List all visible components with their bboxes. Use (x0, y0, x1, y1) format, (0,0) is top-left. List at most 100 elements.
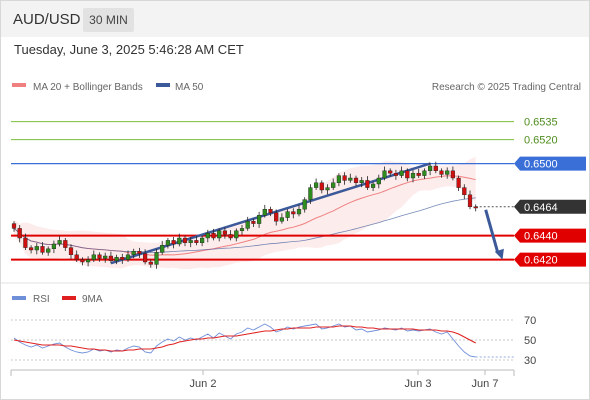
candle-body-20 (125, 254, 131, 260)
candle-body-3 (29, 247, 34, 251)
candle-body-50 (296, 208, 302, 215)
candlesticks (11, 161, 478, 269)
candle-body-8 (57, 240, 62, 245)
rsi-legend: RSI 9MA (12, 294, 103, 305)
candle-body-66 (388, 170, 393, 174)
level-tag-text-2: 0.6500 (524, 159, 558, 171)
candle-body-2 (23, 237, 28, 248)
level-tag-text-5: 0.6420 (524, 255, 558, 267)
candle-body-12 (80, 259, 85, 263)
candle-body-59 (348, 177, 353, 181)
candle-body-40 (239, 228, 245, 231)
candle-body-61 (359, 180, 364, 183)
ma20-swatch (12, 83, 26, 87)
ma20-legend-label: MA 20 + Bollinger Bands (33, 82, 143, 93)
candle-body-65 (382, 170, 387, 179)
candle-body-73 (428, 165, 433, 172)
level-tag-4 (514, 228, 586, 243)
candle-body-53 (314, 182, 319, 188)
ma50-line (13, 197, 476, 253)
candle-body-27 (165, 240, 170, 246)
candle-body-58 (342, 175, 347, 181)
candle-body-60 (353, 177, 359, 184)
candle-body-15 (97, 254, 102, 259)
candle-body-79 (462, 187, 467, 196)
candle-body-75 (439, 170, 444, 175)
x-tick-label-2: Jun 7 (472, 378, 499, 390)
rsi-tick-label-2: 30 (524, 355, 536, 367)
candle-body-37 (222, 230, 227, 235)
candle-body-7 (51, 243, 56, 250)
candle-body-13 (85, 259, 91, 263)
candle-body-47 (279, 217, 284, 222)
candle-body-57 (336, 175, 341, 184)
forecast-arrow-head (494, 248, 504, 260)
symbol-label: AUD/USD (13, 11, 81, 28)
candle-body-31 (188, 240, 193, 243)
level-tags: 0.6535 0.6520 0.6500 0.6464 0.6440 0.6420 (514, 117, 586, 267)
candle-body-80 (467, 194, 473, 208)
ma50-swatch (156, 83, 170, 87)
candle-body-51 (302, 199, 307, 210)
research-credit: Research © 2025 Trading Central (432, 82, 581, 93)
candle-body-18 (114, 257, 119, 262)
candle-body-68 (399, 170, 404, 176)
candle-body-78 (456, 177, 461, 188)
rsi-ma-legend-label: 9MA (82, 294, 103, 305)
candle-body-48 (285, 211, 290, 218)
candle-body-33 (199, 237, 205, 244)
candle-body-0 (11, 223, 17, 229)
candle-body-70 (410, 172, 416, 179)
candle-body-76 (445, 170, 450, 175)
rsi-ma-line (13, 325, 476, 352)
rsi-tick-label-0: 70 (524, 315, 536, 327)
rsi-tick-label-1: 50 (524, 335, 536, 347)
level-tag-text-4: 0.6440 (524, 231, 558, 243)
candle-body-52 (308, 187, 313, 200)
candle-body-32 (194, 240, 199, 243)
candle-body-56 (331, 182, 336, 188)
candle-body-9 (63, 240, 68, 248)
header-bar: AUD/USD 30 MIN (1, 1, 589, 37)
rsi-swatch (12, 296, 26, 300)
candle-body-55 (325, 187, 330, 191)
candle-body-63 (371, 183, 376, 188)
rsi-panel: 70 50 30 (11, 315, 536, 367)
candle-body-72 (422, 170, 427, 176)
candle-body-74 (433, 165, 438, 172)
candle-body-22 (137, 250, 142, 254)
level-tag-2 (514, 156, 586, 171)
candle-body-19 (120, 257, 125, 260)
candle-body-24 (148, 261, 153, 265)
candle-body-25 (154, 252, 159, 265)
x-tick-label-1: Jun 3 (405, 378, 432, 390)
level-tag-5 (514, 252, 586, 267)
candle-body-42 (251, 220, 256, 224)
level-label-0: 0.6535 (524, 117, 558, 129)
candle-body-71 (416, 172, 421, 176)
datetime-label: Tuesday, June 3, 2025 5:46:28 AM CET (14, 42, 244, 57)
candle-body-29 (177, 237, 182, 245)
rsi-legend-label: RSI (33, 294, 50, 305)
candle-body-30 (182, 237, 188, 244)
candle-body-36 (217, 230, 222, 239)
x-tick-label-0: Jun 2 (190, 378, 217, 390)
timeframe-badge[interactable]: 30 MIN (83, 8, 134, 32)
candle-body-39 (234, 230, 239, 239)
candle-body-45 (268, 208, 273, 213)
candle-body-43 (257, 214, 262, 224)
candle-body-35 (211, 232, 216, 239)
candle-body-46 (274, 212, 279, 222)
x-axis: Jun 2 Jun 3 Jun 7 (10, 369, 515, 390)
candle-body-77 (450, 170, 455, 179)
candle-body-5 (40, 246, 45, 253)
candle-body-54 (319, 182, 324, 191)
candle-body-34 (205, 232, 210, 239)
candle-body-26 (160, 244, 165, 253)
candle-body-14 (91, 254, 96, 260)
candle-body-10 (68, 247, 74, 256)
candle-body-28 (171, 240, 176, 245)
candle-body-23 (142, 253, 148, 263)
